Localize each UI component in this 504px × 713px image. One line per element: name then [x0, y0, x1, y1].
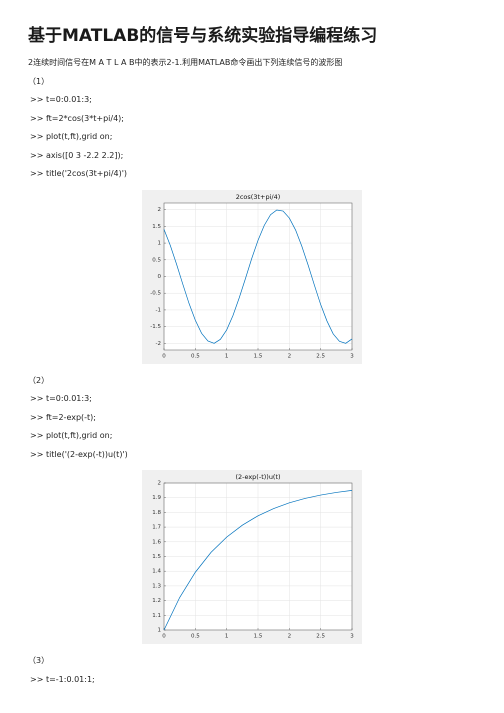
y-tick-label: -1.5 — [150, 324, 161, 330]
code-line: >> axis([0 3 -2.2 2.2]); — [30, 150, 124, 160]
x-tick-label: 0.5 — [191, 353, 200, 359]
x-tick-label: 1.5 — [254, 353, 263, 359]
axes-box — [163, 202, 353, 350]
document: 基于MATLAB的信号与系统实验指导编程练习 2连续时间信号在M A T L A… — [28, 26, 504, 690]
axes-box — [163, 482, 353, 631]
code-line: >> t=0:0.01:3; — [30, 95, 92, 104]
y-tick-label: 1.5 — [152, 223, 161, 229]
x-tick-label: 1 — [225, 353, 229, 359]
y-tick-label: 1 — [158, 628, 162, 634]
x-tick-label: 0.5 — [191, 634, 200, 640]
y-tick-label: 1.3 — [152, 583, 161, 589]
y-tick-label: 1.6 — [152, 539, 161, 545]
x-tick-label: 2.5 — [316, 634, 325, 640]
intro: 2连续时间信号在M A T L A B中的表示2-1.利用MATLAB命令画出下… — [28, 58, 343, 67]
chart-title: 2cos(3t+pi/4) — [236, 193, 281, 201]
y-tick-label: 1.7 — [152, 525, 161, 531]
y-tick-label: 0 — [158, 274, 162, 280]
sections: （1） >> t=0:0.01:3; >> ft=2*cos(3*t+pi/4); >… — [28, 73, 504, 690]
code-line: >> plot(t,ft),grid on; — [30, 132, 113, 141]
y-tick-label: -1 — [156, 307, 161, 313]
y-tick-label: 1.1 — [152, 613, 161, 619]
y-tick-label: 1 — [158, 240, 162, 246]
data-line — [163, 209, 353, 344]
y-tick-label: 1.4 — [152, 569, 161, 575]
x-tick-label: 3 — [350, 353, 354, 359]
y-tick-label: 1.2 — [152, 598, 161, 604]
chart: 0 0.5 1 1.5 2 2.5 3 1 1.1 1.2 1.3 1.4 1.5 1.6 1.7 1.8 1.… — [142, 470, 362, 644]
chart-title: (2-exp(-t))u(t) — [235, 473, 280, 481]
code-line: >> title('(2-exp(-t))u(t)') — [30, 449, 128, 459]
x-tick-label: 1.5 — [254, 634, 263, 640]
y-tick-label: -0.5 — [150, 290, 161, 296]
code-line: >> plot(t,ft),grid on; — [30, 431, 113, 440]
x-tick-label: 0 — [162, 353, 166, 359]
section-label: （3） — [28, 656, 50, 665]
y-tick-label: 2 — [158, 481, 162, 487]
x-tick-label: 2 — [288, 634, 292, 640]
section-label: （2） — [28, 375, 50, 385]
x-tick-label: 3 — [350, 634, 354, 640]
code-line: >> ft=2*cos(3*t+pi/4); — [30, 113, 124, 123]
y-tick-label: 0.5 — [152, 257, 161, 263]
y-tick-label: 1.5 — [152, 554, 161, 560]
x-tick-label: 2.5 — [316, 353, 325, 359]
doc-title: 基于MATLAB的信号与系统实验指导编程练习 — [28, 26, 378, 46]
chart: 0 0.5 1 1.5 2 2.5 3 -2 -1.5 -1 -0.5 0 0.5 1 1.5 2 2cos(3… — [142, 189, 362, 364]
y-tick-label: 1.8 — [152, 510, 161, 516]
x-tick-label: 0 — [162, 634, 166, 640]
x-tick-label: 2 — [288, 353, 292, 359]
y-tick-label: 1.9 — [152, 495, 161, 501]
x-tick-label: 1 — [225, 634, 229, 640]
section-label: （1） — [28, 76, 50, 86]
data-line — [163, 490, 353, 631]
code-line: >> t=-1:0.01:1; — [30, 674, 95, 684]
code-line: >> ft=2-exp(-t); — [30, 412, 96, 422]
code-line: >> t=0:0.01:3; — [30, 394, 92, 403]
code-line: >> title('2cos(3t+pi/4)') — [30, 169, 128, 178]
y-tick-label: 2 — [158, 207, 162, 213]
y-tick-label: -2 — [156, 340, 161, 346]
